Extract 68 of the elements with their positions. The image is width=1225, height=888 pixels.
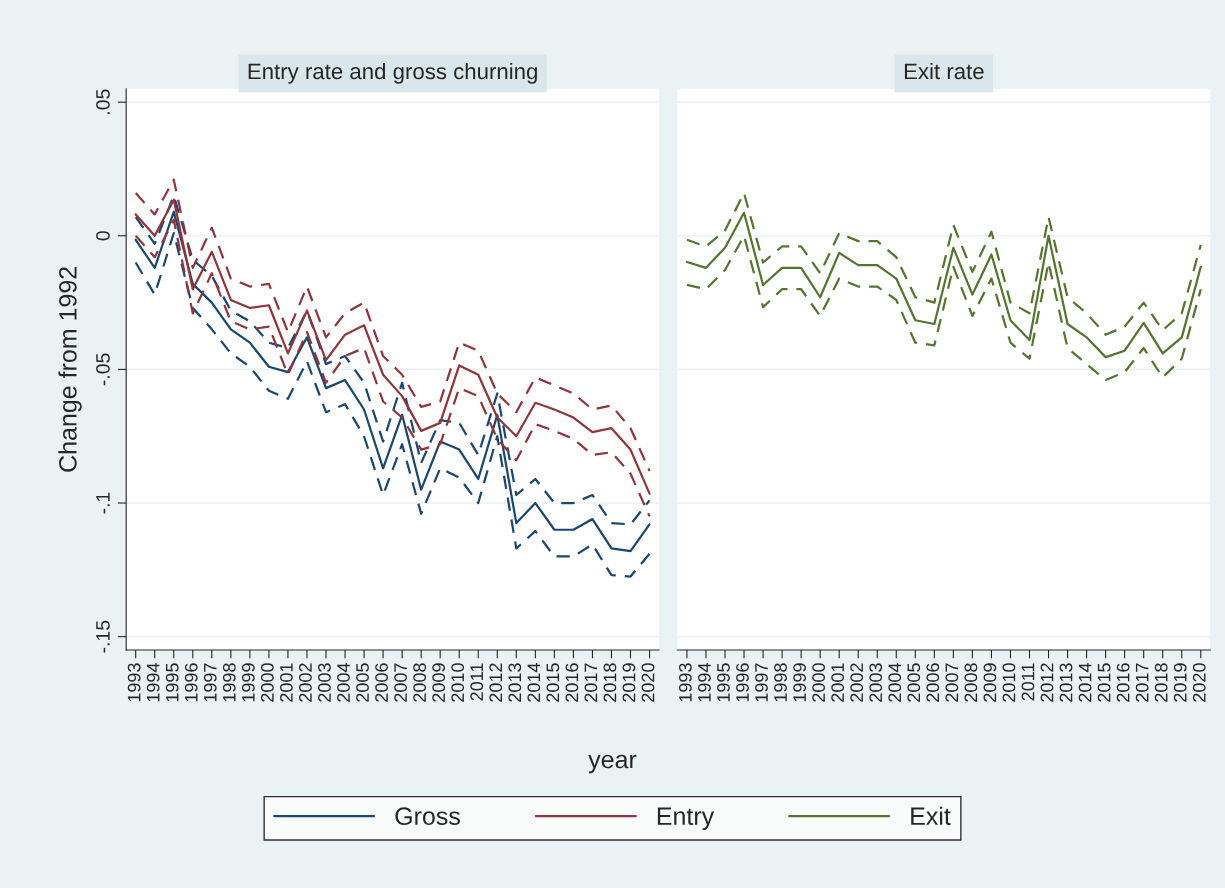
- x-tick-label: 1996: [736, 663, 749, 702]
- x-tick-label: 2008: [413, 663, 427, 702]
- x-tick-label: 2006: [375, 663, 388, 702]
- x-tick-label: 2013: [508, 663, 522, 702]
- x-tick-label: 2008: [964, 663, 978, 702]
- y-tick-label: -.05: [96, 353, 110, 386]
- x-tick-label: 2003: [318, 663, 331, 702]
- x-tick-label: 1996: [184, 663, 198, 702]
- x-tick-label: 2019: [622, 663, 636, 702]
- x-axis-title: year: [588, 754, 637, 774]
- x-tick-label: 1995: [165, 663, 179, 702]
- x-tick-label: 2012: [1040, 663, 1054, 702]
- x-tick-label: 1997: [755, 663, 768, 702]
- x-tick-label: 1993: [127, 663, 141, 702]
- x-tick-label: 2005: [356, 663, 369, 702]
- x-tick-label: 2007: [394, 663, 407, 702]
- y-tick-label: .05: [96, 89, 110, 114]
- x-tick-label: 2007: [945, 663, 959, 702]
- x-tick-label: 2001: [280, 663, 293, 702]
- x-tick-label: 2018: [603, 663, 617, 702]
- x-tick-label: 2013: [1059, 663, 1073, 702]
- y-tick-label: 0: [96, 231, 110, 241]
- x-tick-label: 2017: [584, 663, 598, 702]
- x-tick-label: 2011: [1021, 663, 1035, 701]
- y-tick-label: -.15: [96, 620, 110, 653]
- x-tick-label: 2010: [1002, 663, 1016, 702]
- x-tick-label: 2000: [260, 663, 274, 702]
- x-tick-label: 2006: [926, 663, 940, 702]
- x-tick-label: 2000: [812, 663, 826, 702]
- x-tick-label: 2019: [1173, 663, 1187, 702]
- x-tick-label: 2009: [983, 663, 997, 702]
- x-tick-label: 2020: [1192, 663, 1206, 702]
- x-tick-label: 1999: [241, 663, 255, 702]
- x-tick-label: 2003: [869, 663, 883, 702]
- x-tick-label: 2015: [546, 663, 560, 702]
- x-tick-label: 2005: [907, 663, 921, 702]
- x-tick-label: 1998: [222, 663, 236, 702]
- x-tick-label: 2011: [470, 663, 484, 701]
- legend-label: Entry: [657, 807, 715, 830]
- x-tick-label: 2002: [850, 663, 864, 702]
- x-tick-label: 2016: [565, 663, 579, 702]
- x-tick-label: 2016: [1116, 663, 1130, 702]
- x-tick-label: 2010: [451, 663, 465, 702]
- x-tick-label: 2004: [337, 663, 350, 702]
- x-tick-label: 2012: [489, 663, 503, 702]
- x-tick-label: 2014: [1078, 663, 1092, 702]
- y-axis-title: Change from 1992: [58, 267, 82, 472]
- x-tick-label: 1995: [717, 663, 730, 702]
- x-tick-label: 1999: [793, 663, 806, 702]
- x-tick-label: 2002: [299, 663, 312, 702]
- x-tick-label: 1997: [203, 663, 217, 702]
- x-tick-label: 1993: [679, 663, 692, 702]
- x-tick-label: 2020: [641, 663, 655, 702]
- x-tick-label: 1994: [146, 663, 160, 702]
- chart-title: Exit rate: [904, 62, 984, 80]
- x-tick-label: 2018: [1154, 663, 1168, 702]
- x-tick-label: 2001: [831, 663, 845, 702]
- x-tick-label: 2015: [1097, 663, 1111, 702]
- x-tick-label: 1994: [698, 663, 711, 702]
- chart-title: Entry rate and gross churning: [248, 62, 537, 84]
- legend-label: Gross: [395, 807, 460, 826]
- y-tick-label: -.1: [96, 492, 110, 514]
- legend-label: Exit: [911, 806, 951, 825]
- x-tick-label: 2017: [1135, 663, 1149, 702]
- x-tick-label: 2009: [432, 663, 446, 702]
- x-tick-label: 2004: [888, 663, 902, 702]
- x-tick-label: 2014: [527, 663, 541, 702]
- x-tick-label: 1998: [774, 663, 787, 702]
